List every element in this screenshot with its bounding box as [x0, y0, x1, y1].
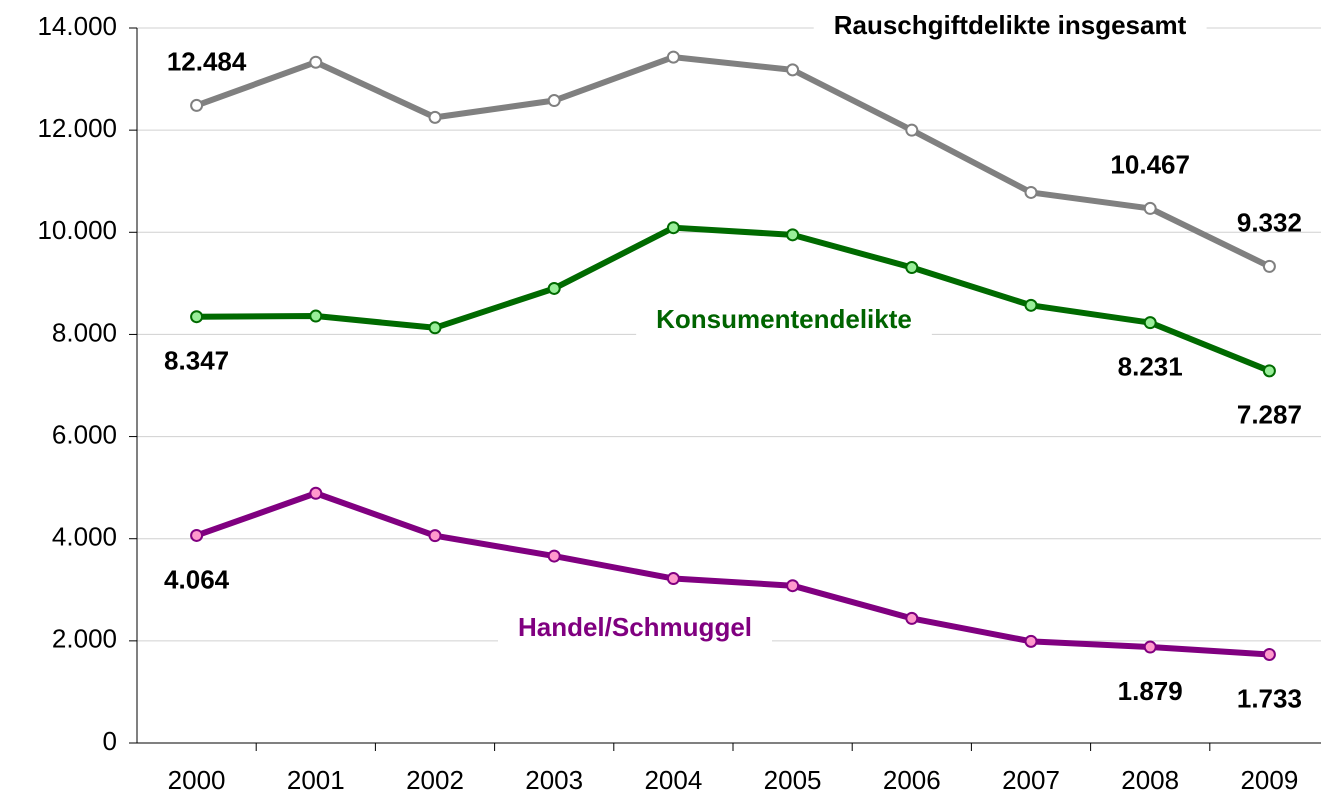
x-tick-label: 2008 — [1121, 765, 1179, 795]
series-line — [195, 490, 1270, 658]
data-point — [309, 55, 323, 69]
data-point — [786, 228, 800, 242]
x-tick-label: 2002 — [406, 765, 464, 795]
y-tick-label: 6.000 — [52, 419, 117, 449]
x-tick-label: 2001 — [287, 765, 345, 795]
data-point — [1143, 316, 1157, 330]
data-label: 4.064 — [164, 564, 230, 594]
data-label: 8.231 — [1118, 352, 1183, 382]
series-name: Rauschgiftdelikte insgesamt — [834, 10, 1187, 40]
data-point — [905, 261, 919, 275]
data-point — [547, 549, 561, 563]
data-point — [190, 98, 204, 112]
data-point — [547, 94, 561, 108]
data-point — [1143, 201, 1157, 215]
x-tick-label: 2004 — [644, 765, 702, 795]
x-tick-label: 2005 — [764, 765, 822, 795]
series-line — [196, 224, 1271, 374]
data-point — [1262, 647, 1276, 661]
series-name: Handel/Schmuggel — [518, 612, 752, 642]
label-background — [636, 299, 932, 338]
data-point — [905, 611, 919, 625]
data-point — [1143, 640, 1157, 654]
data-point — [905, 123, 919, 137]
x-tick-label: 2003 — [525, 765, 583, 795]
data-label: 8.347 — [164, 346, 229, 376]
data-point — [1024, 185, 1038, 199]
data-point — [1262, 259, 1276, 273]
data-point — [190, 310, 204, 324]
data-point — [547, 281, 561, 295]
data-point — [428, 529, 442, 543]
data-label: 9.332 — [1237, 207, 1302, 237]
y-tick-label: 0 — [103, 726, 117, 756]
series-line — [195, 54, 1271, 270]
y-tick-label: 2.000 — [52, 624, 117, 654]
x-tick-label: 2007 — [1002, 765, 1060, 795]
data-point — [309, 309, 323, 323]
data-point — [309, 486, 323, 500]
data-point — [190, 528, 204, 542]
data-point — [428, 321, 442, 335]
data-point — [666, 221, 680, 235]
data-point — [786, 63, 800, 77]
y-tick-label: 10.000 — [37, 215, 117, 245]
label-background — [497, 607, 773, 646]
data-point — [428, 110, 442, 124]
data-point — [666, 572, 680, 586]
data-label: 10.467 — [1110, 149, 1190, 179]
y-tick-label: 4.000 — [52, 522, 117, 552]
data-label: 1.733 — [1237, 683, 1302, 713]
data-point — [1024, 298, 1038, 312]
label-background — [813, 5, 1207, 44]
data-point — [1262, 364, 1276, 378]
x-tick-label: 2000 — [168, 765, 226, 795]
data-point — [786, 579, 800, 593]
x-tick-label: 2006 — [883, 765, 941, 795]
series-name: Konsumentendelikte — [656, 304, 912, 334]
data-point — [1024, 634, 1038, 648]
y-tick-label: 8.000 — [52, 317, 117, 347]
data-label: 1.879 — [1118, 676, 1183, 706]
data-point — [666, 50, 680, 64]
y-tick-label: 14.000 — [37, 11, 117, 41]
x-tick-label: 2009 — [1240, 765, 1298, 795]
data-label: 12.484 — [167, 46, 247, 76]
data-label: 7.287 — [1237, 400, 1302, 430]
y-tick-label: 12.000 — [37, 113, 117, 143]
